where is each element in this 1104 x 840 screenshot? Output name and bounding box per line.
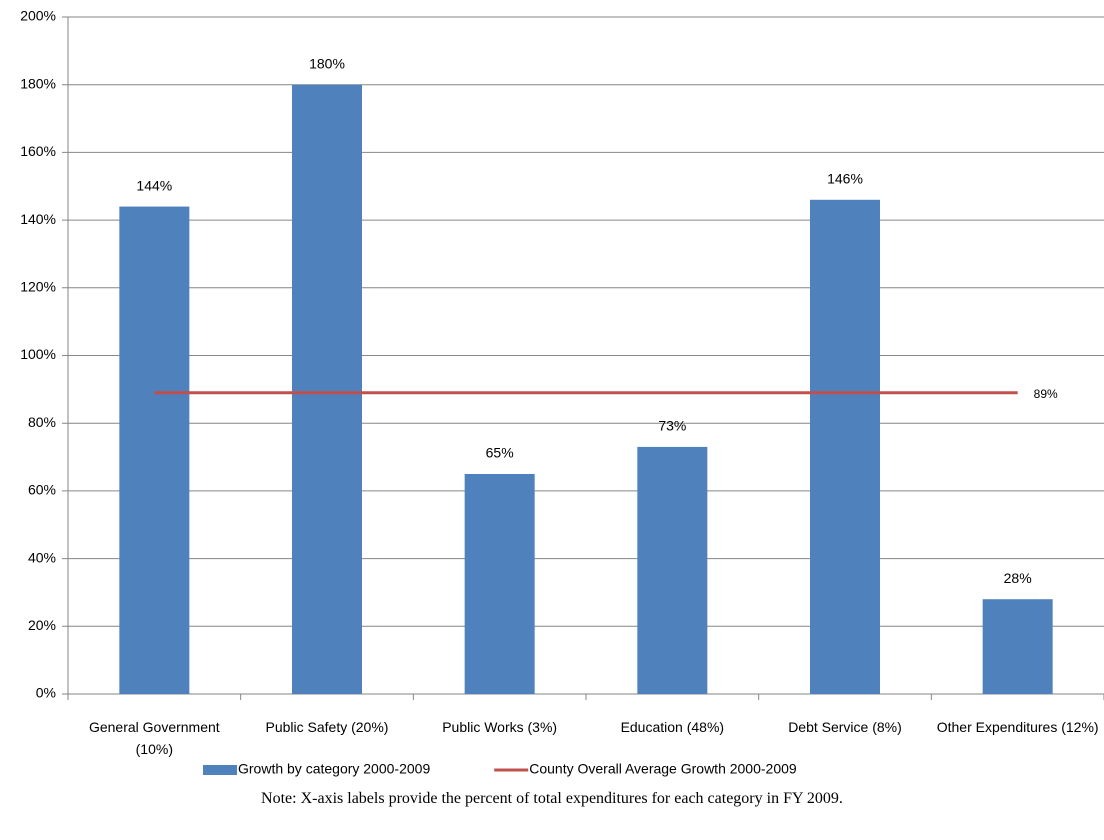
y-tick-label: 160% xyxy=(20,143,56,159)
data-label: 65% xyxy=(486,445,514,461)
data-label: 89% xyxy=(1034,387,1058,401)
x-tick-label: General Government (10%) xyxy=(88,719,220,757)
x-tick-label: Other Expenditures (12%) xyxy=(936,719,1099,735)
data-label: 180% xyxy=(309,55,345,71)
bar xyxy=(119,206,190,694)
legend-label: Growth by category 2000-2009 xyxy=(238,761,430,777)
x-tick-label: Public Safety (20%) xyxy=(265,719,389,735)
x-tick-label: Education (48%) xyxy=(620,719,725,735)
y-tick-label: 20% xyxy=(28,617,56,633)
bar xyxy=(464,473,535,694)
note: Note: X-axis labels provide the percent … xyxy=(261,790,843,807)
bar xyxy=(982,599,1053,694)
legend-label: County Overall Average Growth 2000-2009 xyxy=(529,761,797,777)
legend-swatch xyxy=(203,765,237,775)
data-label: 73% xyxy=(658,418,686,434)
data-label: 146% xyxy=(827,170,863,186)
y-tick-label: 0% xyxy=(36,685,56,701)
y-tick-label: 40% xyxy=(28,549,56,565)
y-tick-label: 120% xyxy=(20,279,56,295)
data-label: 144% xyxy=(136,177,172,193)
x-tick-label: Debt Service (8%) xyxy=(788,719,902,735)
bar xyxy=(810,199,880,695)
y-tick-label: 60% xyxy=(28,482,56,498)
y-tick-label: 100% xyxy=(20,346,56,362)
data-label: 28% xyxy=(1004,570,1032,586)
bar xyxy=(292,84,362,694)
bar xyxy=(637,446,708,694)
y-tick-label: 140% xyxy=(20,211,56,227)
y-tick-label: 200% xyxy=(20,8,56,24)
x-tick-label: Public Works (3%) xyxy=(442,719,558,735)
y-tick-label: 80% xyxy=(28,414,56,430)
y-tick-label: 180% xyxy=(20,75,56,91)
